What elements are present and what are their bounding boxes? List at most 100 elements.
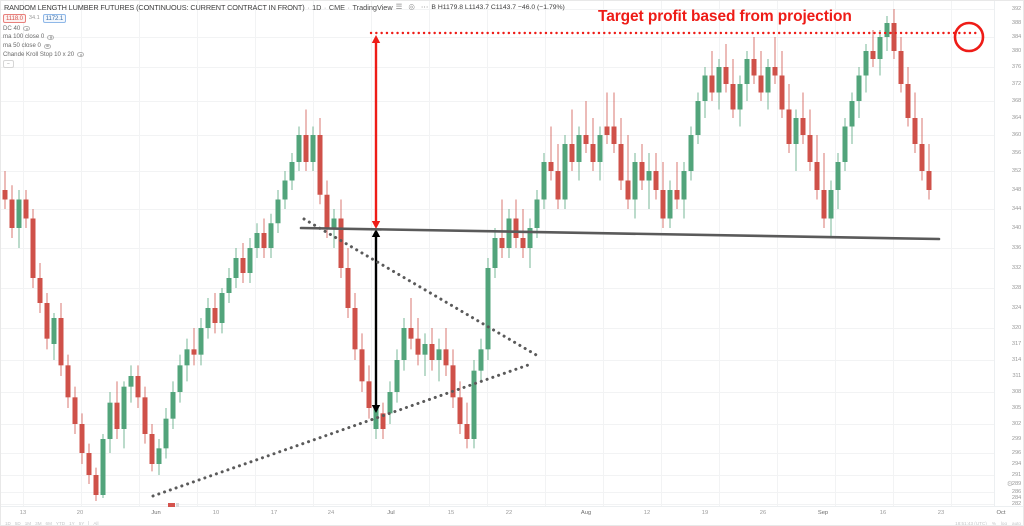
gridline-vertical [255, 1, 256, 506]
price-axis-tick: 348 [1011, 187, 1021, 193]
gridline-vertical [487, 1, 488, 506]
time-axis-tick: Jun [151, 510, 161, 516]
candle-body [576, 135, 582, 162]
candle-body [905, 84, 911, 118]
exchange-label[interactable]: CME [328, 2, 346, 12]
gridline-horizontal [1, 504, 996, 505]
price-axis[interactable]: ⚙ 392 388 384 380 376 372 368 364 360 356 352 348 34… [994, 1, 1023, 507]
price-axis-tick: 320 [1011, 325, 1021, 331]
candle-body [863, 51, 869, 76]
candle-body [604, 126, 610, 135]
candle-body [828, 190, 834, 219]
candle-body [226, 278, 232, 293]
gridline-vertical [197, 1, 198, 506]
indicator-row-chande-kroll[interactable]: Chande Kroll Stop 10 x 20 [3, 51, 85, 58]
candle-body [16, 199, 22, 228]
candle-body [240, 258, 246, 273]
candle-body [618, 144, 624, 181]
candle-body [177, 365, 183, 392]
gridline-vertical [951, 1, 952, 506]
candle-body [898, 51, 904, 84]
price-axis-tick: 314 [1011, 357, 1021, 363]
candle-body [107, 402, 113, 439]
candle-body [450, 365, 456, 398]
candle-body [471, 370, 477, 439]
candle-body [709, 75, 715, 93]
price-axis-tick: 356 [1011, 150, 1021, 156]
candle-body [219, 293, 225, 323]
visibility-eye-icon[interactable] [47, 35, 55, 41]
visibility-eye-icon[interactable] [77, 52, 85, 58]
candle-body [639, 162, 645, 181]
candle-body [632, 162, 638, 200]
candle-body [555, 171, 561, 200]
projection-measure-arrow-head-up [371, 35, 381, 43]
more-options-icon[interactable]: ⋯ [420, 2, 429, 12]
list-icon[interactable]: ☰ [395, 2, 403, 12]
scale-log-button[interactable]: log [1000, 520, 1008, 526]
candle-body [58, 318, 64, 366]
candle-body [282, 180, 288, 200]
scale-auto-button[interactable]: auto [1012, 520, 1021, 526]
visibility-eye-icon[interactable] [23, 26, 31, 32]
range-6m[interactable]: 6M [45, 520, 52, 526]
price-axis-tick: 284 [1011, 495, 1021, 501]
symbol-title[interactable]: RANDOM LENGTH LUMBER FUTURES (CONTINUOUS… [4, 2, 305, 12]
price-axis-tick: 360 [1011, 132, 1021, 138]
range-3m[interactable]: 3M [35, 520, 42, 526]
time-axis-tick: 10 [212, 510, 220, 516]
indicator-row-ma100[interactable]: ma 100 close 0 [3, 33, 84, 41]
gridline-horizontal [1, 248, 996, 249]
gridline-vertical [835, 1, 836, 506]
candle-body [44, 303, 50, 339]
scroll-position-marker[interactable] [168, 503, 175, 507]
candle-body [457, 397, 463, 424]
candle-body [807, 135, 813, 162]
chart-plot-area[interactable] [1, 1, 996, 506]
time-axis-tick: 17 [270, 510, 278, 516]
time-axis[interactable]: 13 20 Jun 10 17 24 Jul 15 22 Aug 12 19 26 Sep 16 23 Oct [1, 503, 1023, 519]
gridline-horizontal [1, 328, 996, 329]
price-axis-tick: 340 [1011, 225, 1021, 231]
gear-icon[interactable]: ⚙ [1006, 481, 1013, 488]
range-1m[interactable]: 1M [24, 520, 32, 526]
price-badge-mid: 34.1 [28, 14, 40, 21]
gridline-horizontal [1, 101, 996, 102]
candle-body [359, 349, 365, 382]
candle-body [653, 171, 659, 190]
candle-body [667, 190, 673, 219]
range-1y[interactable]: 1Y [69, 520, 75, 526]
range-5d[interactable]: 5D [14, 520, 21, 526]
gridline-horizontal [1, 171, 996, 172]
range-5y[interactable]: 5Y [78, 520, 85, 526]
time-axis-tick: 20 [76, 510, 84, 516]
candle-body [93, 475, 99, 495]
candle-body [387, 392, 393, 414]
candle-body [541, 162, 547, 200]
range-ytd[interactable]: YTD [55, 520, 66, 526]
visibility-eye-icon[interactable] [43, 43, 51, 49]
interval-label[interactable]: 1D [312, 2, 322, 12]
candle-body [548, 162, 554, 171]
candle-body [303, 135, 309, 162]
scroll-position-marker-secondary[interactable] [176, 503, 179, 507]
price-badge-low: 1118.0 [3, 14, 26, 24]
eye-icon[interactable]: ◎ [408, 2, 415, 12]
indicator-row-dc[interactable]: DC 40 [3, 24, 84, 32]
collapse-legend-button[interactable]: − [3, 60, 14, 69]
price-axis-tick: 344 [1011, 206, 1021, 212]
resistance-breakout-line [299, 226, 941, 241]
range-1d[interactable]: 1D [5, 520, 11, 526]
range-all[interactable]: All [93, 520, 99, 526]
price-axis-tick: 296 [1011, 450, 1021, 456]
candle-body [142, 397, 148, 434]
candle-body [233, 258, 239, 278]
gridline-horizontal [1, 9, 996, 10]
candle-body [289, 162, 295, 181]
gridline-horizontal [1, 360, 996, 361]
indicator-label-dc: DC 40 [3, 24, 21, 32]
indicator-row-ma50[interactable]: ma 50 close 0 [3, 42, 84, 49]
gridline-horizontal [1, 135, 996, 136]
scale-percent-button[interactable]: % [991, 520, 996, 526]
